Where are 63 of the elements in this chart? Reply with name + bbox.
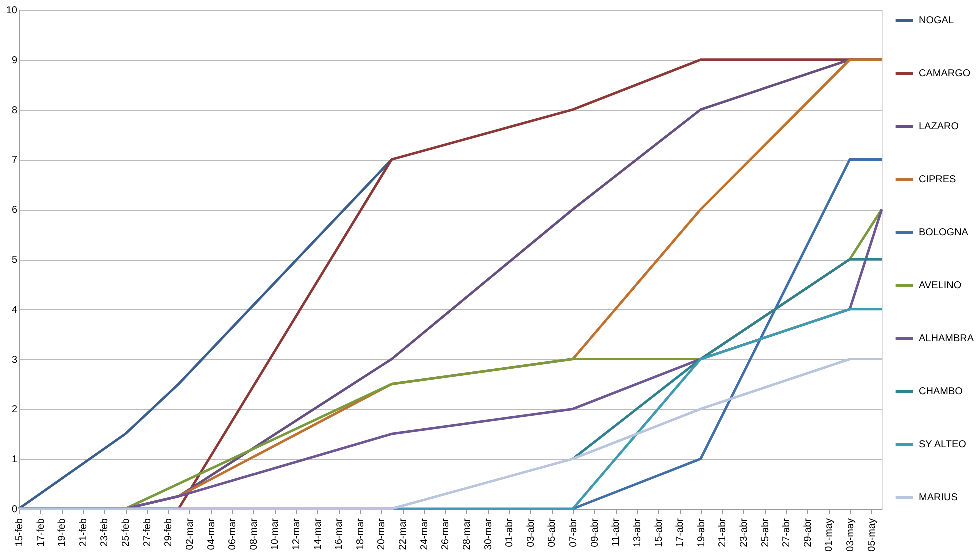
x-tick-label: 22-mar [398, 518, 410, 550]
x-tick-label: 03-may [846, 518, 857, 552]
x-tick-label: 17-abr [675, 518, 686, 548]
x-tick-label: 27-abr [782, 518, 793, 548]
x-tick-label: 14-mar [312, 518, 324, 550]
x-tick-label: 28-mar [462, 518, 473, 550]
legend-label: CAMARGO [919, 68, 971, 80]
y-tick-label: 0 [12, 504, 18, 516]
x-tick-label: 27-feb [142, 518, 154, 547]
legend-label: CHAMBO [919, 386, 964, 398]
x-tick-label: 25-abr [760, 518, 772, 548]
x-tick-label: 24-mar [419, 518, 430, 550]
x-tick-label: 10-mar [270, 518, 282, 550]
x-tick-label: 07-abr [568, 518, 580, 548]
x-tick-label: 08-mar [248, 518, 260, 550]
x-tick-label: 03-abr [526, 518, 537, 548]
x-tick-label: 05-abr [547, 518, 558, 548]
y-tick-label: 3 [12, 354, 18, 366]
x-tick-label: 16-mar [334, 518, 346, 550]
x-tick-label: 25-feb [121, 518, 132, 547]
x-tick-label: 29-abr [802, 518, 814, 548]
x-tick-label: 18-mar [355, 518, 366, 550]
line-series [18, 158, 394, 510]
x-tick-label: 21-abr [718, 518, 729, 548]
x-tick-label: 20-mar [376, 518, 388, 550]
x-tick-label: 01-may [824, 518, 836, 552]
x-tick-label: 23-feb [100, 518, 111, 547]
x-tick-label: 19-abr [696, 518, 708, 548]
legend-label: CIPRES [919, 174, 957, 186]
x-tick-label: 05-may [866, 518, 878, 552]
x-tick-label: 21-feb [78, 518, 90, 547]
x-tick-label: 06-mar [228, 518, 239, 550]
x-tick-label: 02-mar [184, 518, 196, 550]
y-tick-label: 5 [12, 255, 18, 266]
y-tick-label: 1 [12, 454, 18, 466]
legend-label: NOGAL [919, 16, 954, 26]
legend-label: ALHAMBRA [919, 334, 974, 344]
y-tick-label: 4 [12, 304, 18, 316]
legend-label: MARIUS [919, 492, 958, 504]
x-tick-label: 09-abr [590, 518, 601, 548]
legend-label: AVELINO [919, 280, 962, 292]
y-tick-label: 9 [12, 55, 18, 66]
x-tick-label: 29-feb [164, 518, 175, 547]
x-tick-label: 01-abr [504, 518, 516, 548]
y-tick-label: 8 [12, 105, 18, 116]
y-tick-label: 10 [6, 6, 18, 16]
legend-label: SY ALTEO [919, 440, 967, 450]
x-tick-label: 15-feb [14, 518, 26, 547]
legend-label: LAZARO [919, 122, 960, 132]
x-tick-label: 26-mar [440, 518, 452, 550]
x-tick-label: 11-abr [611, 518, 622, 547]
x-tick-label: 13-abr [632, 518, 644, 548]
y-tick-label: 6 [12, 205, 18, 216]
x-tick-label: 12-mar [292, 518, 303, 550]
x-tick-label: 23-abr [738, 518, 750, 548]
legend-label: BOLOGNA [919, 228, 969, 238]
y-tick-label: 2 [12, 404, 18, 416]
x-tick-label: 17-feb [36, 518, 47, 547]
x-tick-label: 30-mar [483, 518, 494, 550]
x-tick-label: 04-mar [206, 518, 218, 550]
x-tick-label: 15-abr [654, 518, 665, 548]
x-tick-label: 19-feb [57, 518, 68, 547]
y-tick-label: 7 [12, 155, 18, 166]
